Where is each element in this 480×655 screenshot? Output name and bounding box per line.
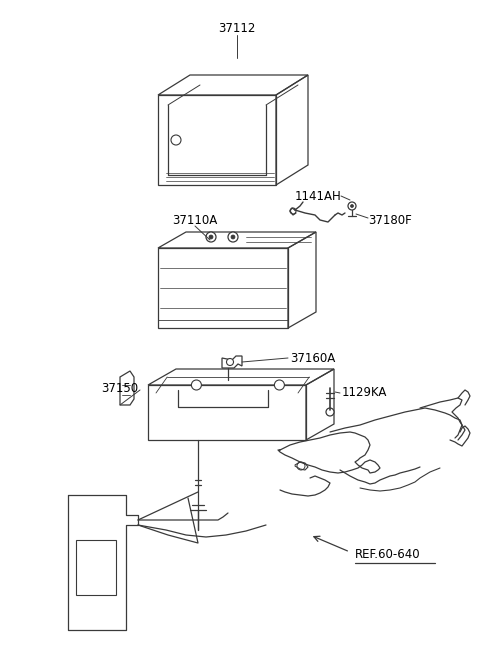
- Text: 1129KA: 1129KA: [342, 386, 387, 400]
- Text: 37112: 37112: [218, 22, 256, 35]
- Circle shape: [228, 232, 238, 242]
- Circle shape: [206, 232, 216, 242]
- Text: 37160A: 37160A: [290, 352, 335, 364]
- Circle shape: [192, 380, 202, 390]
- Circle shape: [231, 235, 235, 239]
- Circle shape: [297, 462, 305, 470]
- Text: 37180F: 37180F: [368, 214, 412, 227]
- Text: REF.60-640: REF.60-640: [355, 548, 420, 561]
- Circle shape: [350, 204, 353, 208]
- Text: 37150: 37150: [101, 381, 138, 394]
- Circle shape: [209, 235, 213, 239]
- Text: 37110A: 37110A: [172, 214, 217, 227]
- Circle shape: [227, 358, 233, 365]
- Circle shape: [275, 380, 284, 390]
- Circle shape: [326, 408, 334, 416]
- Text: 1141AH: 1141AH: [295, 189, 341, 202]
- Bar: [76, 540, 116, 595]
